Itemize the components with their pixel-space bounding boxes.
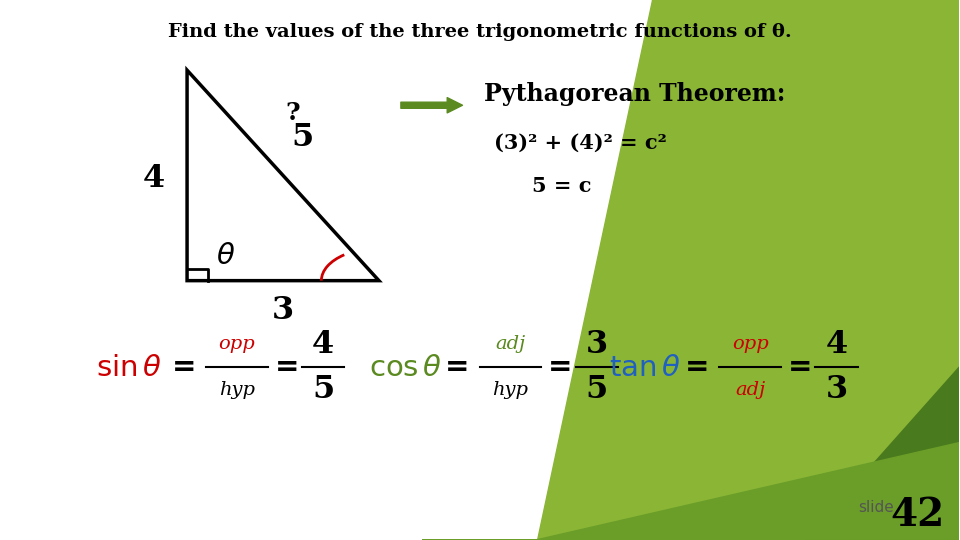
Text: 5: 5 xyxy=(291,122,313,153)
Text: $\tan\theta$: $\tan\theta$ xyxy=(610,353,681,381)
Text: 3: 3 xyxy=(586,329,608,360)
Text: $\theta$: $\theta$ xyxy=(216,242,235,271)
Text: 4: 4 xyxy=(142,163,164,194)
Text: 3: 3 xyxy=(826,374,848,405)
Text: opp: opp xyxy=(219,335,255,353)
Text: 4: 4 xyxy=(826,329,848,360)
Text: 5 = c: 5 = c xyxy=(533,176,592,196)
Text: adj: adj xyxy=(495,335,525,353)
Text: opp: opp xyxy=(732,335,769,353)
Text: =: = xyxy=(172,353,197,381)
Text: adj: adj xyxy=(735,381,765,399)
Text: =: = xyxy=(548,353,572,381)
Text: =: = xyxy=(685,353,709,381)
Text: $\sin\theta$: $\sin\theta$ xyxy=(96,353,161,381)
Text: slide: slide xyxy=(858,500,895,515)
Text: 3: 3 xyxy=(272,295,294,326)
Polygon shape xyxy=(422,443,959,539)
Polygon shape xyxy=(653,0,959,378)
Text: hyp: hyp xyxy=(492,381,528,399)
Polygon shape xyxy=(805,367,959,539)
Text: =: = xyxy=(788,353,812,381)
Text: =: = xyxy=(275,353,300,381)
Text: ?: ? xyxy=(285,102,300,125)
Text: =: = xyxy=(445,353,469,381)
Polygon shape xyxy=(709,0,959,205)
Text: $\cos\theta$: $\cos\theta$ xyxy=(370,353,443,381)
Text: 4: 4 xyxy=(312,329,334,360)
Text: 5: 5 xyxy=(586,374,608,405)
Text: (3)² + (4)² = c²: (3)² + (4)² = c² xyxy=(494,133,667,153)
Text: 42: 42 xyxy=(890,496,945,535)
Polygon shape xyxy=(538,0,959,539)
Text: 5: 5 xyxy=(312,374,334,405)
Text: Find the values of the three trigonometric functions of θ.: Find the values of the three trigonometr… xyxy=(168,23,792,42)
Text: Pythagorean Theorem:: Pythagorean Theorem: xyxy=(485,83,786,106)
Text: hyp: hyp xyxy=(219,381,255,399)
